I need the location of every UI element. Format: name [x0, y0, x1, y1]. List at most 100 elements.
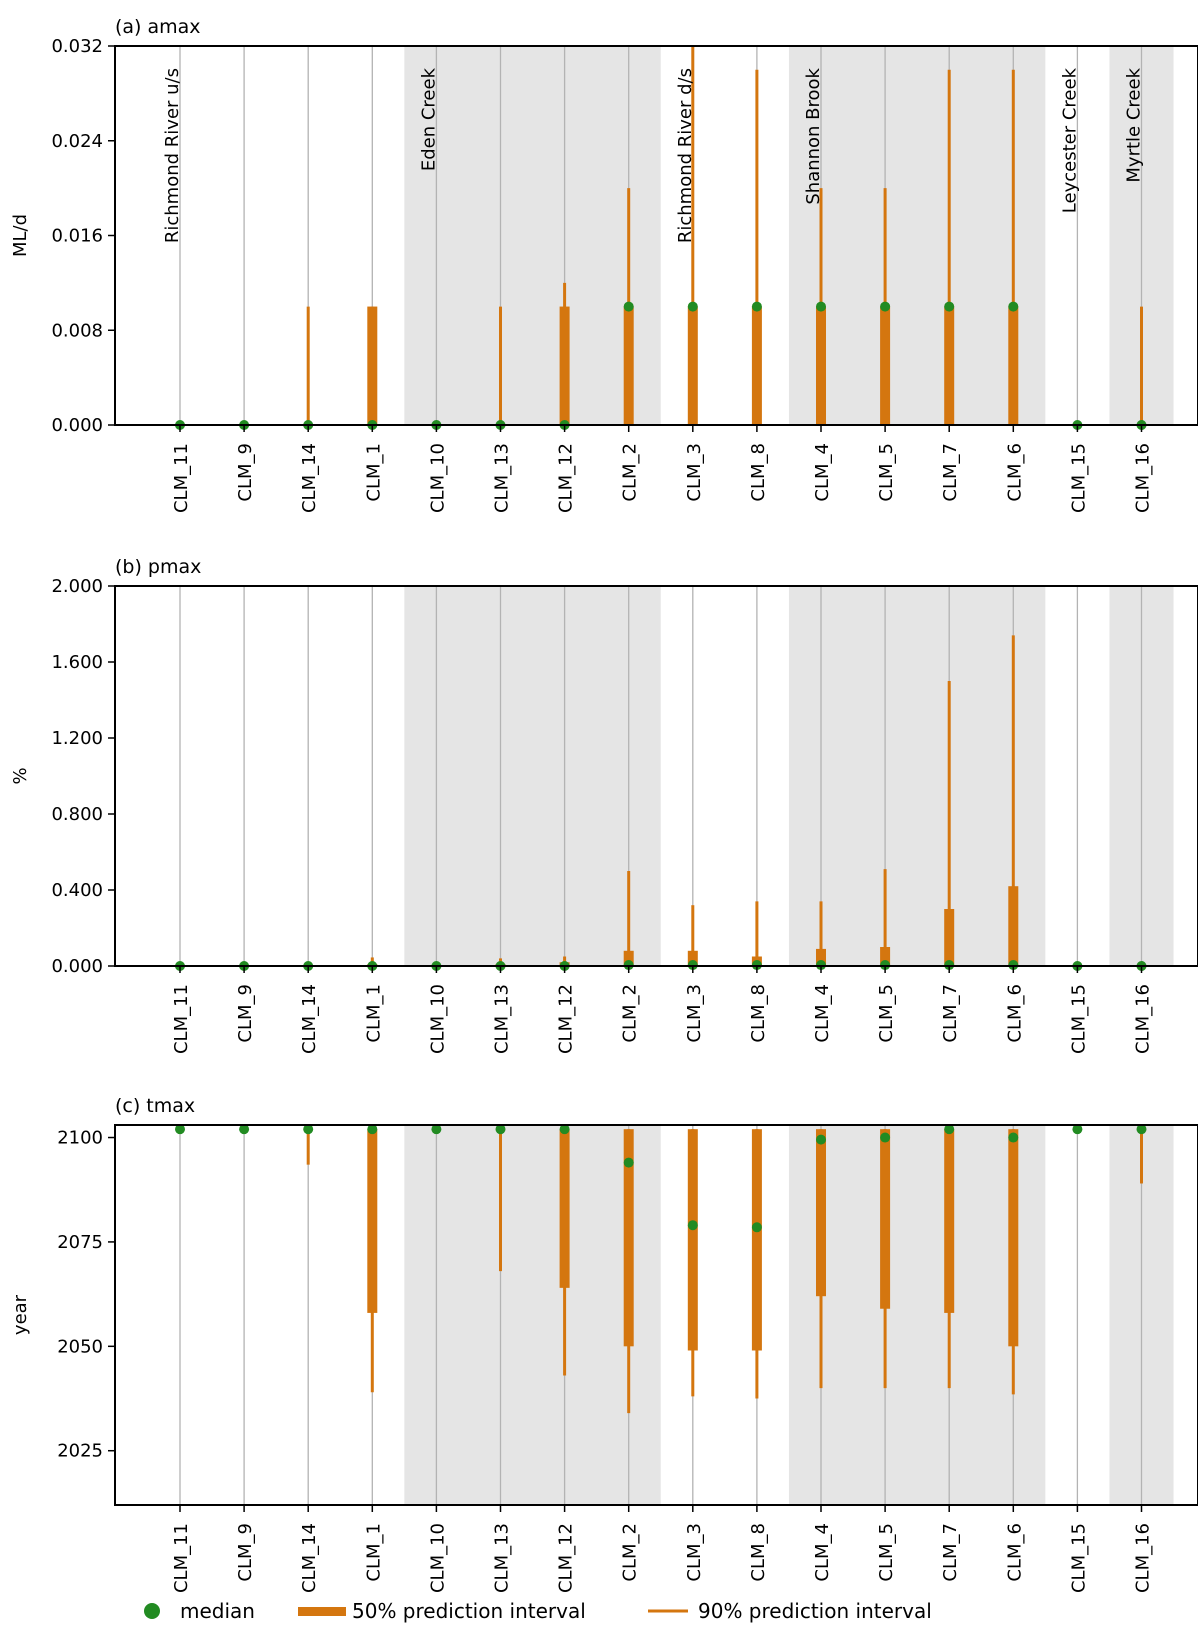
median-point	[687, 301, 698, 312]
median-point	[175, 1124, 185, 1135]
reach-shade	[404, 586, 661, 966]
p50-interval	[367, 1129, 378, 1313]
y-tick-label: 2075	[57, 1232, 103, 1253]
reach-shade	[788, 1125, 1046, 1505]
legend-median-marker	[144, 1603, 160, 1619]
p50-interval	[880, 306, 891, 425]
median-point	[880, 1132, 891, 1143]
x-tick-label: CLM_2	[620, 1523, 641, 1582]
x-tick-label: CLM_6	[1004, 984, 1025, 1043]
reach-shade	[404, 46, 661, 425]
median-point	[495, 1124, 506, 1135]
x-tick-label: CLM_7	[940, 984, 961, 1043]
x-tick-label: CLM_11	[171, 984, 192, 1054]
y-tick-label: 0.400	[51, 880, 103, 901]
x-tick-label: CLM_16	[1133, 984, 1154, 1054]
reach-label: Leycester Creek	[1059, 67, 1080, 213]
x-tick-label: CLM_13	[492, 984, 513, 1054]
plot-frame	[114, 585, 1198, 967]
p50-interval	[623, 950, 634, 966]
median-point	[751, 301, 762, 312]
p50-interval	[687, 306, 698, 425]
panel-1: 0.000 0.008 0.016 0.024 0.032 CLM_11 CLM_9 CLM_…	[10, 16, 1198, 513]
x-tick-label: CLM_10	[427, 1523, 448, 1593]
p50-interval	[1008, 306, 1019, 425]
x-tick-label: CLM_13	[492, 1523, 513, 1593]
p50-interval	[944, 306, 955, 425]
x-tick-label: CLM_9	[235, 1523, 256, 1582]
reach-label: Richmond River u/s	[162, 68, 183, 243]
median-point	[239, 1124, 250, 1135]
x-tick-label: CLM_3	[684, 1523, 705, 1582]
x-tick-label: CLM_6	[1004, 1523, 1025, 1582]
x-tick-label: CLM_10	[427, 443, 448, 513]
median-point	[623, 1157, 634, 1168]
p50-interval	[367, 306, 378, 425]
x-tick-label: CLM_8	[748, 443, 769, 502]
median-point	[367, 1124, 378, 1135]
x-tick-label: CLM_1	[363, 984, 384, 1043]
x-tick-label: CLM_16	[1133, 443, 1154, 513]
reach-label: Myrtle Creek	[1123, 67, 1144, 182]
panel-title: (c) tmax	[115, 1095, 195, 1117]
x-tick-label: CLM_15	[1068, 984, 1089, 1054]
y-tick-label: 2.000	[51, 576, 103, 597]
x-tick-label: CLM_5	[876, 1523, 897, 1582]
x-tick-label: CLM_4	[812, 443, 833, 502]
legend-p50-label: 50% prediction interval	[352, 1599, 586, 1623]
y-tick-label: 2050	[57, 1336, 103, 1357]
median-point	[944, 1124, 955, 1135]
p50-interval	[1008, 886, 1019, 966]
x-tick-label: CLM_14	[299, 984, 320, 1054]
median-point	[559, 1124, 570, 1135]
p50-interval	[687, 1129, 698, 1351]
p50-interval	[944, 1129, 955, 1313]
x-tick-label: CLM_5	[876, 443, 897, 502]
reach-label: Richmond River d/s	[675, 68, 696, 243]
p50-interval	[816, 1129, 826, 1297]
reach-shade	[788, 46, 1046, 425]
x-tick-label: CLM_3	[684, 984, 705, 1043]
panel-title: (b) pmax	[115, 556, 201, 578]
plot-frame	[114, 1124, 1198, 1506]
x-tick-label: CLM_13	[492, 443, 513, 513]
x-tick-label: CLM_2	[620, 443, 641, 502]
x-tick-label: CLM_8	[748, 984, 769, 1043]
y-tick-label: 0.800	[51, 804, 103, 825]
p50-interval	[1008, 1129, 1019, 1347]
x-tick-label: CLM_11	[171, 443, 192, 513]
panel-2: 0.000 0.400 0.800 1.200 1.600 2.000 CLM_11 CLM_…	[10, 556, 1198, 1054]
y-tick-label: 1.600	[51, 652, 103, 673]
x-tick-label: CLM_16	[1133, 1523, 1154, 1593]
y-tick-label: 0.032	[51, 36, 103, 57]
reach-label: Eden Creek	[418, 67, 439, 171]
median-point	[687, 1220, 698, 1231]
y-tick-label: 0.000	[51, 956, 103, 977]
x-tick-label: CLM_11	[171, 1523, 192, 1593]
x-tick-label: CLM_1	[363, 443, 384, 502]
y-tick-label: 2100	[57, 1128, 103, 1149]
p50-interval	[559, 1129, 570, 1288]
legend: median 50% prediction interval 90% predict…	[144, 1599, 932, 1623]
x-tick-label: CLM_15	[1068, 1523, 1089, 1593]
p50-interval	[751, 306, 762, 425]
x-tick-label: CLM_7	[940, 1523, 961, 1582]
x-tick-label: CLM_2	[620, 984, 641, 1043]
x-tick-label: CLM_6	[1004, 443, 1025, 502]
p50-interval	[751, 1129, 762, 1351]
x-tick-label: CLM_14	[299, 1523, 320, 1593]
legend-median-label: median	[180, 1599, 255, 1623]
x-tick-label: CLM_9	[235, 984, 256, 1043]
x-tick-label: CLM_1	[363, 1523, 384, 1582]
median-point	[944, 301, 955, 312]
y-tick-label: 0.000	[51, 415, 103, 436]
x-tick-label: CLM_10	[427, 984, 448, 1054]
x-tick-label: CLM_12	[556, 984, 577, 1054]
x-tick-label: CLM_5	[876, 984, 897, 1043]
y-tick-label: 1.200	[51, 728, 103, 749]
p50-interval	[559, 306, 570, 425]
x-tick-label: CLM_14	[299, 443, 320, 513]
p50-interval	[623, 1129, 634, 1347]
p50-interval	[623, 306, 634, 425]
